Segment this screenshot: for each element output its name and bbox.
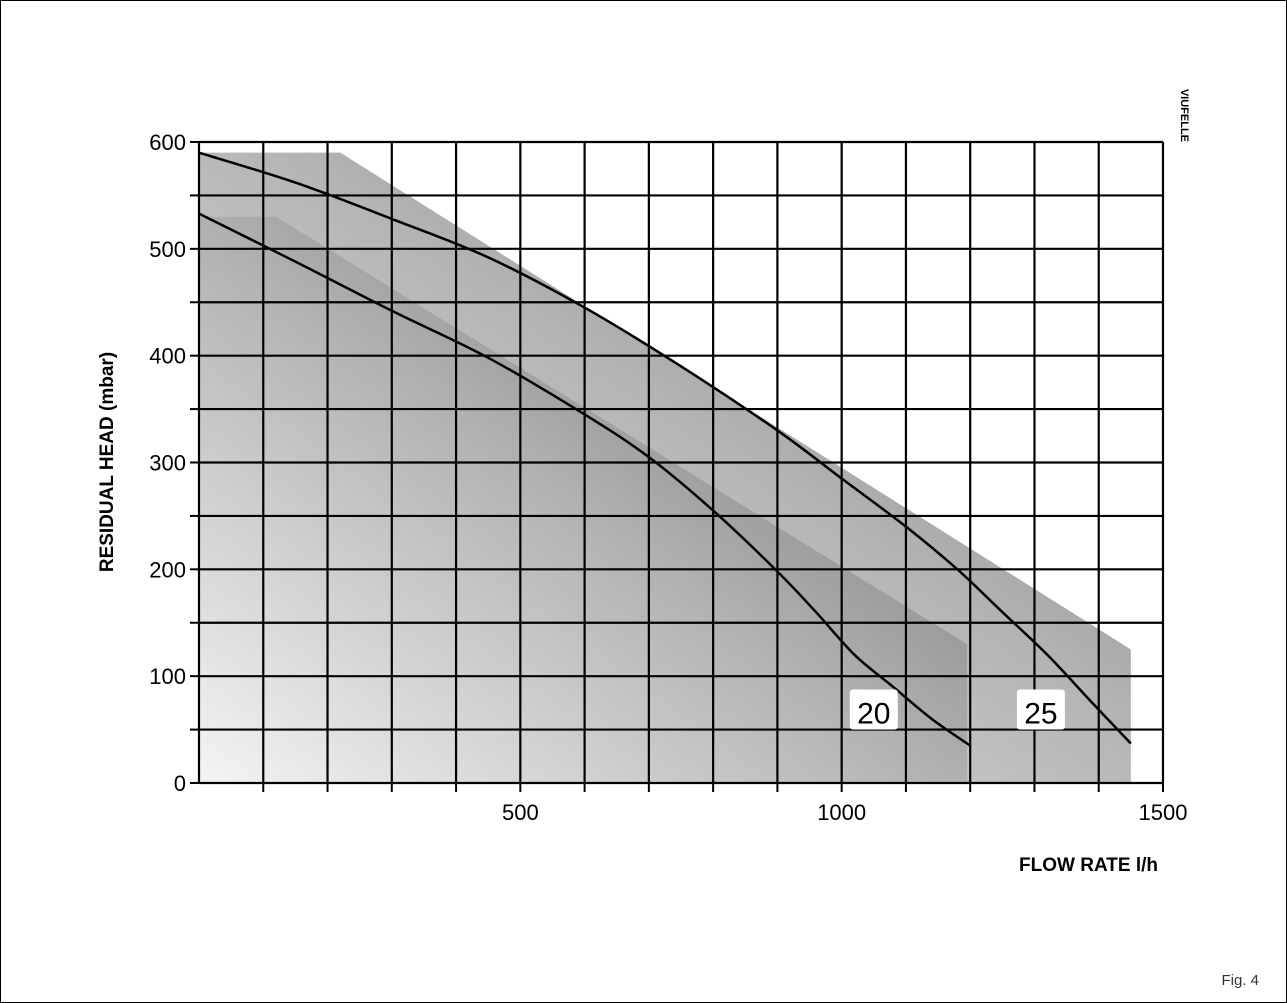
- y-axis-title: RESIDUAL HEAD (mbar): [97, 352, 118, 572]
- performance-curves: [198, 151, 1132, 747]
- y-tick-label: 100: [149, 664, 186, 689]
- y-tick-label: 500: [149, 237, 186, 262]
- y-tick-label: 600: [149, 130, 186, 155]
- x-axis-title: FLOW RATE l/h: [1019, 855, 1158, 876]
- chart-axes: 0 100 200 300 400 500 600 500 1000 1500 FLOW RATE …: [97, 89, 1190, 876]
- side-mark: VIUFELLE: [1178, 89, 1190, 142]
- shaded-regions: [199, 152, 1131, 784]
- curve-25: [198, 151, 1132, 745]
- y-tick-label: 200: [149, 557, 186, 582]
- x-tick-label: 1000: [817, 800, 866, 825]
- curve-label-20: 20: [857, 698, 890, 731]
- y-tick-label: 300: [149, 451, 186, 476]
- x-tick-label: 500: [502, 800, 539, 825]
- curve-label-25: 25: [1024, 698, 1057, 731]
- y-tick-label: 400: [149, 344, 186, 369]
- x-tick-label: 1500: [1139, 800, 1188, 825]
- curve-20: [198, 212, 971, 747]
- curve-label-box-20: [849, 689, 898, 730]
- y-tick-label: 0: [174, 771, 186, 796]
- curve-label-box-25: [1016, 689, 1065, 730]
- chart-grid: [199, 140, 1165, 783]
- figure-label: Fig. 4: [1221, 972, 1259, 989]
- chart-labels: 20 25: [849, 689, 1065, 731]
